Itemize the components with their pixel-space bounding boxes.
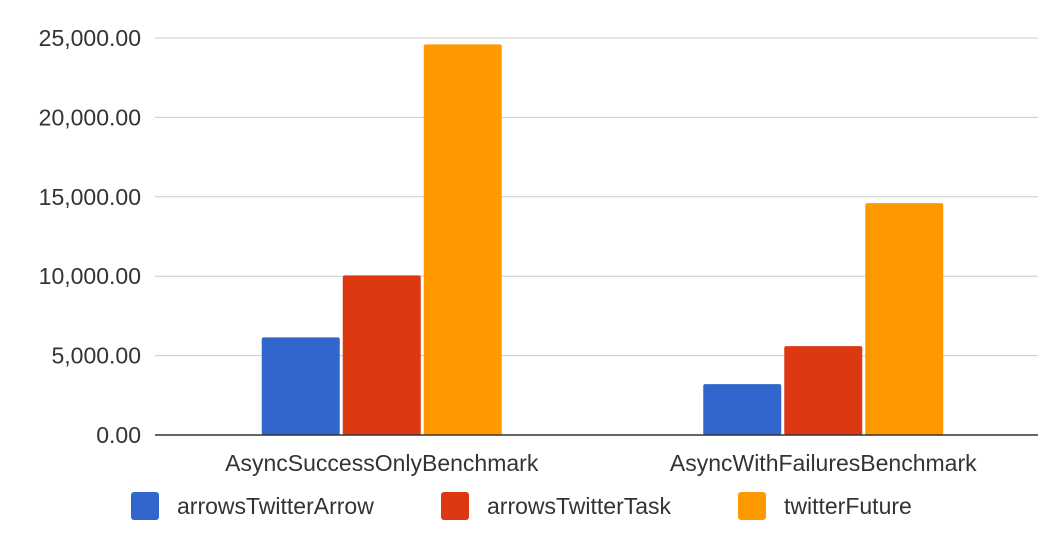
y-axis-tick-labels: 0.00 5,000.00 10,000.00 15,000.00 20,000.00 2… [39,25,141,448]
legend-item-arrowsTwitterTask: arrowsTwitterTask [441,492,672,520]
legend-swatch [441,492,469,520]
legend-item-arrowsTwitterArrow: arrowsTwitterArrow [131,492,374,520]
legend-item-twitterFuture: twitterFuture [738,492,912,520]
legend-swatch [131,492,159,520]
bar-twitterFuture-AsyncSuccessOnlyBenchmark [423,44,502,436]
bar-arrowsTwitterArrow-AsyncWithFailuresBenchmark [703,384,782,435]
legend-label: arrowsTwitterArrow [177,493,374,519]
bar-arrowsTwitterArrow-AsyncSuccessOnlyBenchmark [261,337,340,435]
y-tick-label: 0.00 [96,422,141,448]
legend-label: arrowsTwitterTask [487,493,672,519]
legend: arrowsTwitterArrow arrowsTwitterTask twitt… [131,492,912,520]
y-tick-label: 15,000.00 [39,184,141,210]
x-axis-category-labels: AsyncSuccessOnlyBenchmark AsyncWithFailur… [225,450,977,476]
y-tick-label: 10,000.00 [39,263,141,289]
y-tick-label: 20,000.00 [39,104,141,130]
x-category-label: AsyncSuccessOnlyBenchmark [225,450,539,476]
legend-label: twitterFuture [784,493,912,519]
bar-arrowsTwitterTask-AsyncWithFailuresBenchmark [784,346,863,435]
y-tick-label: 25,000.00 [39,25,141,51]
y-tick-label: 5,000.00 [51,343,141,369]
bar-twitterFuture-AsyncWithFailuresBenchmark [865,203,944,435]
legend-swatch [738,492,766,520]
bar-arrowsTwitterTask-AsyncSuccessOnlyBenchmark [342,275,421,435]
bars [261,44,944,436]
x-category-label: AsyncWithFailuresBenchmark [670,450,977,476]
